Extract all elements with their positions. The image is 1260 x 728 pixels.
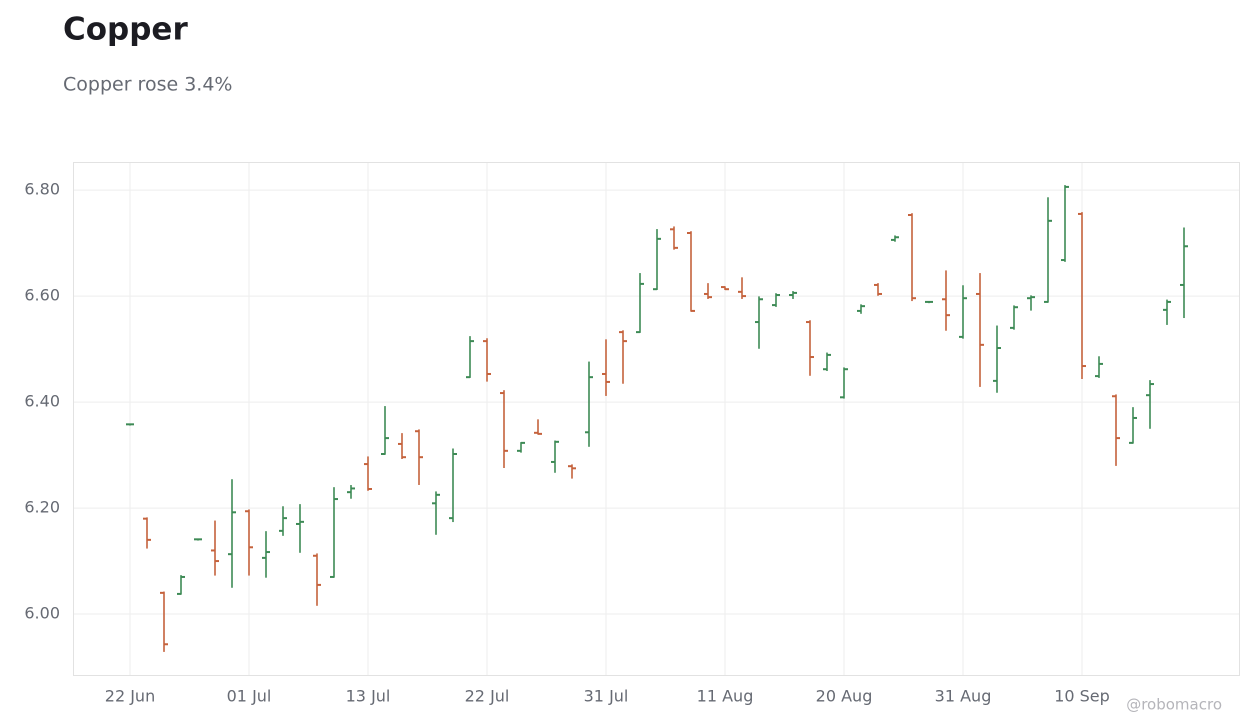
- y-tick-label: 6.00: [24, 604, 60, 623]
- watermark: @robomacro: [1126, 696, 1222, 714]
- y-tick-label: 6.40: [24, 392, 60, 411]
- x-tick-label: 10 Sep: [1054, 687, 1110, 706]
- x-tick-label: 31 Jul: [584, 687, 629, 706]
- x-tick-label: 13 Jul: [346, 687, 391, 706]
- x-tick-label: 11 Aug: [697, 687, 754, 706]
- x-tick-label: 22 Jun: [105, 687, 155, 706]
- y-tick-label: 6.60: [24, 286, 60, 305]
- y-tick-label: 6.80: [24, 180, 60, 199]
- x-tick-label: 20 Aug: [816, 687, 873, 706]
- plot-frame: [73, 162, 1240, 676]
- chart-title: Copper: [63, 12, 188, 48]
- x-tick-label: 22 Jul: [465, 687, 510, 706]
- x-tick-label: 31 Aug: [935, 687, 992, 706]
- chart-subtitle: Copper rose 3.4%: [63, 74, 232, 96]
- x-tick-label: 01 Jul: [227, 687, 272, 706]
- y-tick-label: 6.20: [24, 498, 60, 517]
